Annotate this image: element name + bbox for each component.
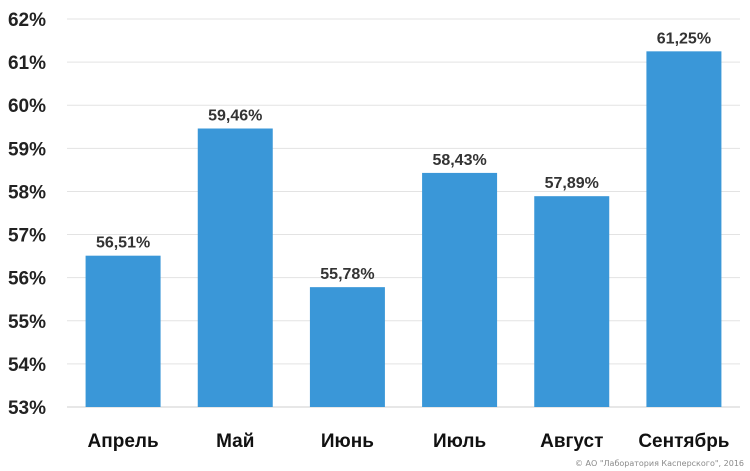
y-tick-label: 61% <box>8 53 46 74</box>
x-tick-label: Август <box>540 431 603 452</box>
bar <box>422 172 498 407</box>
y-tick-label: 59% <box>8 139 46 160</box>
y-tick-label: 56% <box>8 269 46 290</box>
copyright-text: © АО "Лаборатория Касперского", 2016 <box>574 459 744 468</box>
y-tick-label: 58% <box>8 182 46 203</box>
bar <box>85 255 161 407</box>
y-tick-label: 60% <box>8 96 46 117</box>
y-tick-label: 62% <box>8 10 46 31</box>
x-tick-label: Сентябрь <box>638 431 729 452</box>
gridlines <box>67 18 740 408</box>
bars <box>85 51 722 407</box>
y-tick-label: 54% <box>8 355 46 376</box>
x-axis: Апрель Май Июнь Июль Август Сентябрь <box>88 431 730 452</box>
data-label: 55,78% <box>320 266 374 283</box>
data-label: 59,46% <box>208 108 262 125</box>
bar <box>197 128 273 407</box>
y-axis: 53% 54% 55% 56% 57% 58% 59% 60% 61% 62% <box>8 10 46 419</box>
x-tick-label: Май <box>216 431 254 452</box>
bar <box>646 51 722 407</box>
data-label: 57,89% <box>545 175 599 192</box>
x-tick-label: Июнь <box>321 431 374 452</box>
data-labels: 56,51% 59,46% 55,78% 58,43% 57,89% 61,25% <box>96 30 711 283</box>
y-tick-label: 57% <box>8 226 46 247</box>
bar <box>309 287 385 407</box>
x-tick-label: Апрель <box>88 431 159 452</box>
y-tick-label: 53% <box>8 398 46 419</box>
data-label: 56,51% <box>96 235 150 252</box>
data-label: 61,25% <box>657 30 711 47</box>
y-tick-label: 55% <box>8 312 46 333</box>
data-label: 58,43% <box>432 152 486 169</box>
bar <box>534 196 610 407</box>
x-tick-label: Июль <box>433 431 486 452</box>
